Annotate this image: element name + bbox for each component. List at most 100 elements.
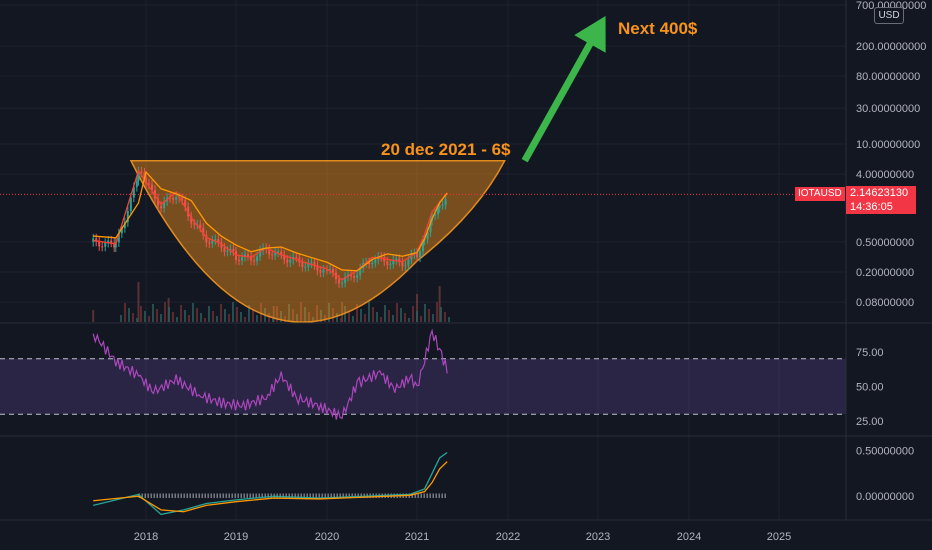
candle-body <box>123 222 126 229</box>
macd-histogram-bar <box>240 493 242 499</box>
macd-histogram-bar <box>252 493 254 499</box>
volume-bar <box>424 304 426 322</box>
candle-body <box>160 205 163 209</box>
macd-histogram-bar <box>279 493 281 499</box>
x-tick-label: 2018 <box>134 531 158 543</box>
volume-bar <box>172 312 174 322</box>
macd-histogram-bar <box>159 493 161 499</box>
volume-bar <box>428 309 430 322</box>
volume-bar <box>384 305 386 322</box>
candle-body <box>429 220 432 233</box>
annotation-next-400: Next 400$ <box>618 19 698 38</box>
volume-bar <box>276 306 278 322</box>
volume-bar <box>216 316 218 322</box>
candle-body <box>295 257 298 259</box>
candle-body <box>410 254 413 260</box>
candle-body <box>422 240 424 251</box>
volume-bar <box>324 315 326 322</box>
candle-body <box>184 200 187 207</box>
candle-body <box>256 256 259 262</box>
macd-histogram-bar <box>330 493 332 499</box>
candle-body <box>304 266 307 268</box>
volume-bar <box>432 314 434 322</box>
macd-histogram-bar <box>297 493 299 499</box>
price-pane[interactable] <box>0 16 846 323</box>
volume-bar <box>200 313 202 322</box>
macd-histogram-bar <box>354 493 356 499</box>
candle-body <box>232 249 235 252</box>
x-tick-label: 2019 <box>224 531 248 543</box>
macd-histogram-bar <box>183 493 185 499</box>
macd-histogram-bar <box>285 493 287 499</box>
macd-histogram-bar <box>168 493 170 499</box>
target-arrow <box>521 16 606 163</box>
macd-histogram-bar <box>165 493 167 499</box>
macd-histogram-bar <box>261 493 263 499</box>
rsi-line <box>92 328 448 420</box>
y-tick-label: 0.50000000 <box>856 237 914 249</box>
candle-body <box>217 239 220 243</box>
macd-histogram-bar <box>357 493 359 499</box>
macd-histogram-bar <box>225 493 227 499</box>
volume-bar <box>180 305 182 322</box>
candle-body <box>392 260 395 265</box>
macd-histogram-bar <box>258 493 260 499</box>
volume-bar <box>272 318 274 322</box>
volume-bar <box>208 306 210 322</box>
rsi-pane[interactable] <box>0 328 846 420</box>
volume-bar <box>292 309 294 322</box>
macd-histogram-bar <box>231 493 233 499</box>
volume-bar <box>248 305 250 322</box>
macd-histogram-bar <box>144 493 146 499</box>
y-tick-label: 30.00000000 <box>856 103 920 115</box>
macd-histogram-bar <box>444 493 446 499</box>
x-tick-label: 2021 <box>405 531 429 543</box>
volume-bar <box>232 302 234 322</box>
volume-bar <box>380 317 382 322</box>
macd-histogram-bar <box>432 493 434 499</box>
volume-bar <box>220 304 222 322</box>
volume-bar <box>252 310 254 322</box>
volume-bar <box>168 307 170 322</box>
y-tick-label: 80.00000000 <box>856 71 920 83</box>
macd-histogram-bar <box>324 493 326 499</box>
candle-body <box>129 197 132 212</box>
volume-bar <box>444 312 446 322</box>
candle-body <box>95 238 98 242</box>
volume-bar <box>300 302 302 322</box>
candle-body <box>380 256 383 258</box>
candle-body <box>332 269 334 273</box>
macd-histogram-bar <box>153 493 155 499</box>
candle-body <box>247 254 249 257</box>
candle-body <box>113 242 116 248</box>
volume-bar <box>268 313 270 322</box>
currency-label[interactable]: USD <box>874 7 904 24</box>
candle-body <box>401 261 404 267</box>
candle-body <box>151 184 153 190</box>
volume-bar <box>368 302 370 322</box>
macd-histogram-bar <box>171 493 173 499</box>
candle-body <box>193 223 196 225</box>
x-tick-label: 2024 <box>677 531 701 543</box>
macd-histogram-bar <box>213 493 215 499</box>
macd-pane[interactable] <box>93 451 448 516</box>
volume-bar <box>196 308 198 322</box>
macd-histogram-bar <box>156 493 158 499</box>
macd-histogram-bar <box>207 493 209 499</box>
volume-bar <box>316 305 318 322</box>
volume-bar <box>336 313 338 322</box>
candle-body <box>326 269 328 271</box>
candle-body <box>132 187 135 198</box>
volume-bar <box>164 302 166 322</box>
macd-histogram-bar <box>177 493 179 499</box>
macd-histogram-bar <box>438 493 440 499</box>
candle-body <box>208 242 211 244</box>
x-tick-label: 2020 <box>315 531 339 543</box>
volume-bar <box>152 304 154 322</box>
candle-body <box>172 198 175 200</box>
volume-bar <box>228 314 230 322</box>
candle-body <box>386 261 389 265</box>
volume-bar <box>184 310 186 322</box>
volume-bar <box>412 306 414 322</box>
